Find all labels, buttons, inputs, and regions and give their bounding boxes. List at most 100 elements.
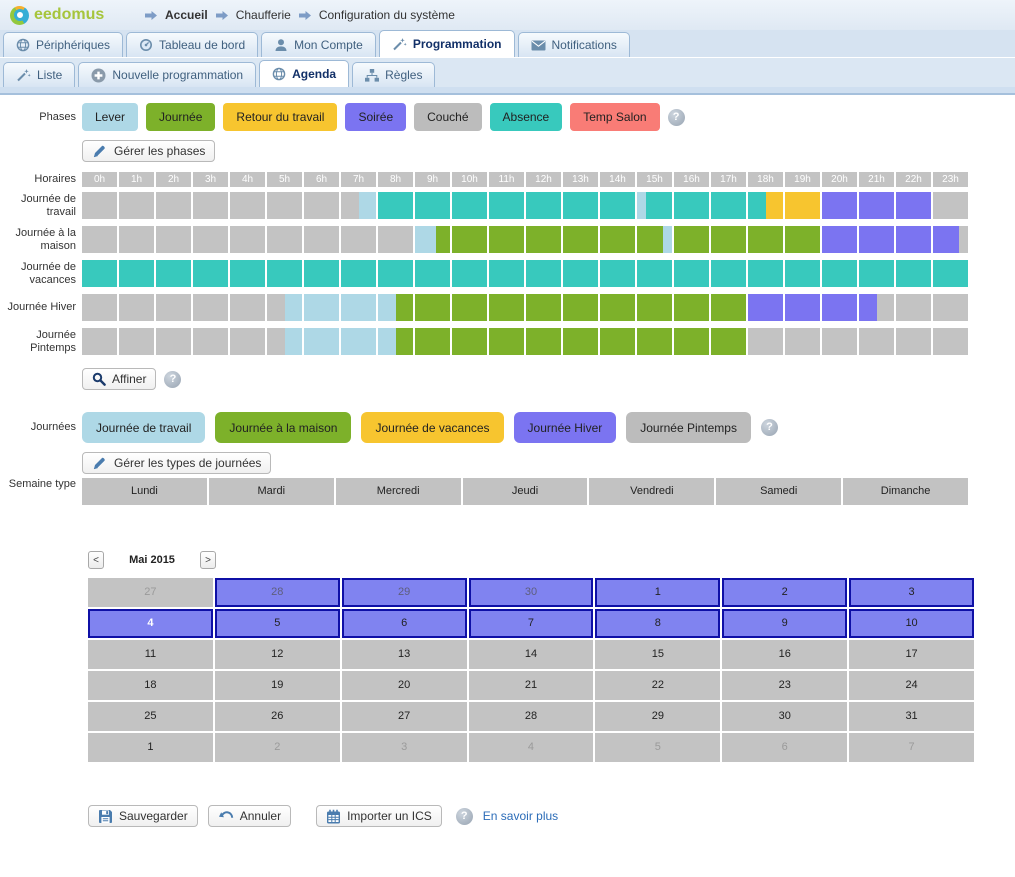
- calendar-day[interactable]: 23: [722, 671, 848, 700]
- timeline-cell[interactable]: [415, 226, 450, 253]
- timeline-cell[interactable]: [82, 192, 117, 219]
- timeline-cell[interactable]: [785, 260, 820, 287]
- calendar-next-button[interactable]: >: [200, 551, 216, 569]
- timeline-cell[interactable]: [526, 226, 561, 253]
- timeline-cell[interactable]: [119, 226, 154, 253]
- timeline-cell[interactable]: [82, 226, 117, 253]
- calendar-day[interactable]: 6: [722, 733, 848, 762]
- journee-button-journee-a-la-maison[interactable]: Journée à la maison: [215, 412, 352, 443]
- timeline-cell[interactable]: [267, 192, 302, 219]
- timeline-cell[interactable]: [859, 260, 894, 287]
- weekday-header-dimanche[interactable]: Dimanche: [843, 478, 968, 505]
- timeline-cell[interactable]: [933, 328, 968, 355]
- timeline-cell[interactable]: [230, 192, 265, 219]
- timeline-cell[interactable]: [896, 226, 931, 253]
- timeline-cell[interactable]: [341, 226, 376, 253]
- timeline-cell[interactable]: [637, 328, 672, 355]
- calendar-day[interactable]: 4: [88, 609, 213, 638]
- timeline-cell[interactable]: [156, 260, 191, 287]
- calendar-day[interactable]: 27: [88, 578, 213, 607]
- timeline-cell[interactable]: [378, 328, 413, 355]
- calendar-day[interactable]: 18: [88, 671, 213, 700]
- calendar-day[interactable]: 13: [341, 640, 467, 669]
- timeline-cell[interactable]: [267, 226, 302, 253]
- tab-peripheriques[interactable]: Périphériques: [3, 32, 124, 57]
- weekday-header-vendredi[interactable]: Vendredi: [589, 478, 715, 505]
- timeline-cell[interactable]: [563, 226, 598, 253]
- timeline-cell[interactable]: [896, 328, 931, 355]
- timeline-cell[interactable]: [378, 192, 413, 219]
- timeline-cell[interactable]: [526, 192, 561, 219]
- phase-button-lever[interactable]: Lever: [82, 103, 139, 131]
- breadcrumb-item-configuration-du-systeme[interactable]: Configuration du système: [318, 8, 455, 22]
- timeline-cell[interactable]: [711, 328, 746, 355]
- timeline-cell[interactable]: [341, 192, 376, 219]
- timeline-cell[interactable]: [119, 192, 154, 219]
- calendar-day[interactable]: 22: [595, 671, 721, 700]
- timeline-cell[interactable]: [230, 260, 265, 287]
- timeline-cell[interactable]: [119, 260, 154, 287]
- learn-more-help-icon[interactable]: [455, 807, 473, 825]
- calendar-day[interactable]: 12: [214, 640, 340, 669]
- timeline-cell[interactable]: [415, 192, 450, 219]
- timeline-cell[interactable]: [637, 226, 672, 253]
- timeline-cell[interactable]: [341, 328, 376, 355]
- breadcrumb-item-chaufferie[interactable]: Chaufferie: [235, 8, 291, 22]
- timeline-cell[interactable]: [119, 328, 154, 355]
- calendar-day[interactable]: 27: [341, 702, 467, 731]
- timeline-cell[interactable]: [489, 294, 524, 321]
- calendar-day[interactable]: 1: [88, 733, 213, 762]
- timeline-cell[interactable]: [82, 294, 117, 321]
- timeline-cell[interactable]: [341, 294, 376, 321]
- subtab-regles[interactable]: Règles: [352, 62, 436, 87]
- subtab-liste[interactable]: Liste: [3, 62, 76, 87]
- calendar-day[interactable]: 26: [214, 702, 340, 731]
- calendar-day[interactable]: 7: [468, 609, 594, 638]
- timeline-cell[interactable]: [711, 226, 746, 253]
- timeline-cell[interactable]: [341, 260, 376, 287]
- timeline-cell[interactable]: [378, 294, 413, 321]
- timeline-cell[interactable]: [489, 328, 524, 355]
- timeline-cell[interactable]: [674, 294, 709, 321]
- timeline-cell[interactable]: [822, 260, 857, 287]
- calendar-day[interactable]: 5: [595, 733, 721, 762]
- timeline-cell[interactable]: [267, 260, 302, 287]
- timeline-cell[interactable]: [933, 294, 968, 321]
- timeline-cell[interactable]: [267, 294, 302, 321]
- phase-button-retour-du-travail[interactable]: Retour du travail: [223, 103, 338, 131]
- timeline-cell[interactable]: [526, 328, 561, 355]
- weekday-header-jeudi[interactable]: Jeudi: [462, 478, 588, 505]
- timeline-cell[interactable]: [230, 226, 265, 253]
- calendar-day[interactable]: 29: [595, 702, 721, 731]
- timeline-cell[interactable]: [711, 192, 746, 219]
- calendar-day[interactable]: 30: [722, 702, 848, 731]
- calendar-day[interactable]: 10: [849, 609, 974, 638]
- timeline-cell[interactable]: [156, 294, 191, 321]
- learn-more-link[interactable]: En savoir plus: [482, 809, 559, 823]
- calendar-day[interactable]: 7: [849, 733, 974, 762]
- timeline-cell[interactable]: [193, 226, 228, 253]
- timeline-cell[interactable]: [637, 260, 672, 287]
- phase-button-absence[interactable]: Absence: [489, 103, 563, 131]
- tab-notifications[interactable]: Notifications: [517, 32, 630, 57]
- timeline-cell[interactable]: [859, 328, 894, 355]
- timeline-cell[interactable]: [674, 192, 709, 219]
- timeline-cell[interactable]: [785, 294, 820, 321]
- timeline-cell[interactable]: [193, 294, 228, 321]
- timeline-cell[interactable]: [674, 226, 709, 253]
- timeline-cell[interactable]: [563, 260, 598, 287]
- calendar-day[interactable]: 2: [722, 578, 848, 607]
- phase-button-temp-salon[interactable]: Temp Salon: [570, 103, 660, 131]
- timeline-cell[interactable]: [415, 294, 450, 321]
- timeline-cell[interactable]: [600, 260, 635, 287]
- timeline-cell[interactable]: [304, 294, 339, 321]
- journee-button-journee-de-vacances[interactable]: Journée de vacances: [361, 412, 504, 443]
- timeline-cell[interactable]: [637, 294, 672, 321]
- timeline-cell[interactable]: [489, 226, 524, 253]
- phase-button-soiree[interactable]: Soirée: [345, 103, 407, 131]
- timeline-cell[interactable]: [563, 294, 598, 321]
- timeline-cell[interactable]: [600, 328, 635, 355]
- timeline-cell[interactable]: [859, 192, 894, 219]
- calendar-day[interactable]: 29: [341, 578, 467, 607]
- phase-button-journee[interactable]: Journée: [146, 103, 216, 131]
